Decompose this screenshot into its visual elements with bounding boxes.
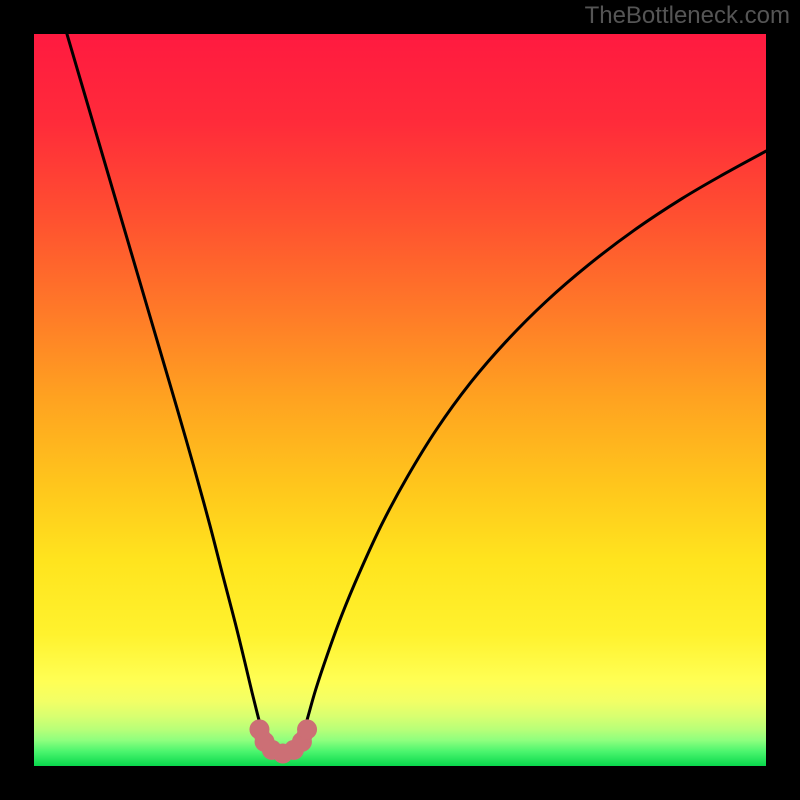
bottleneck-chart <box>0 0 800 800</box>
watermark-text: TheBottleneck.com <box>585 2 790 30</box>
chart-container: { "watermark": { "text": "TheBottleneck.… <box>0 0 800 800</box>
gradient-background <box>34 34 766 766</box>
